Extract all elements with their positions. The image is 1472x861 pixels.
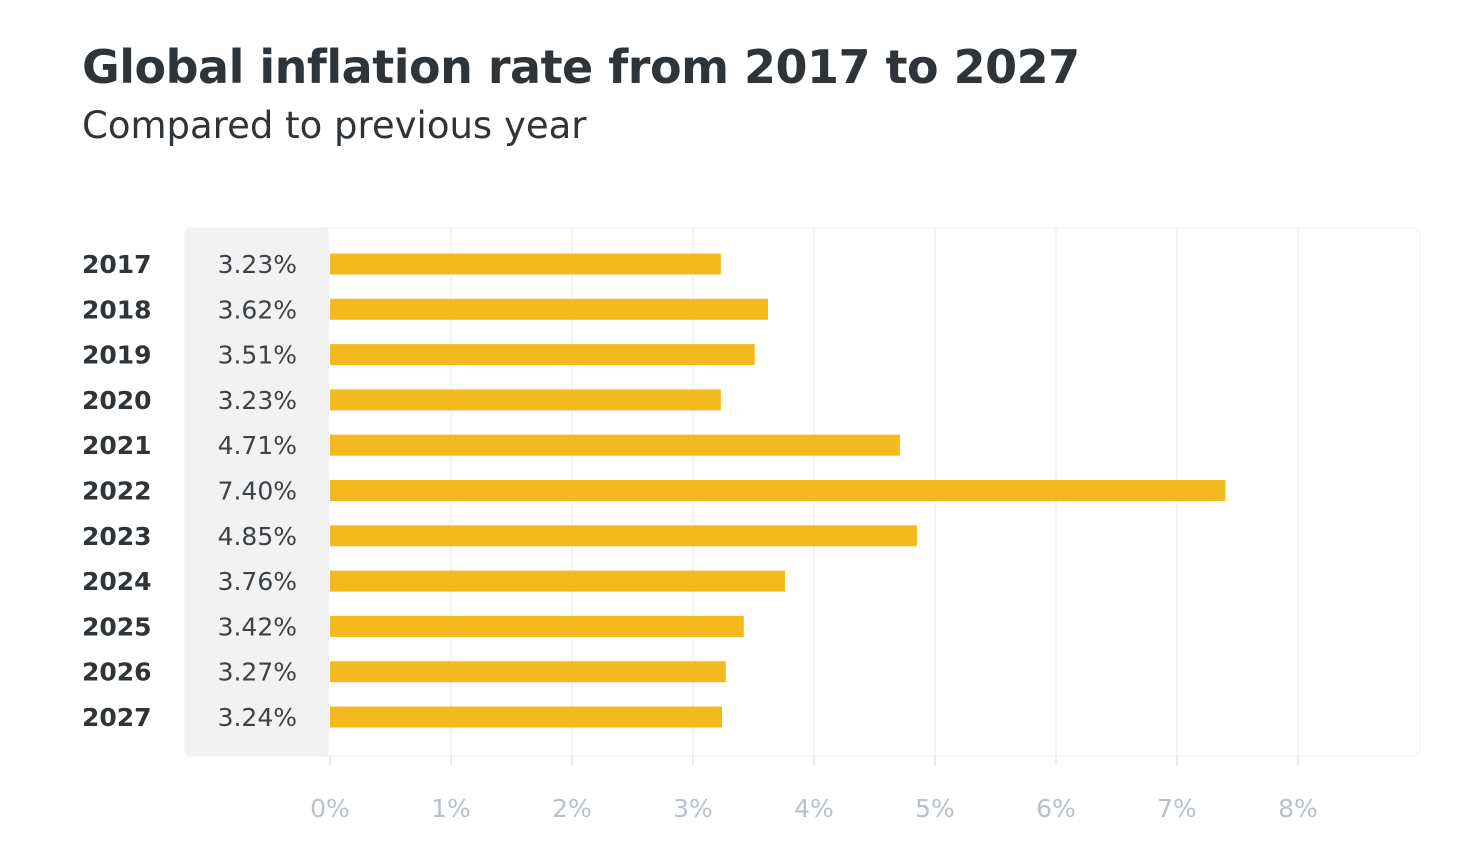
bar <box>330 570 785 592</box>
x-tick-label: 6% <box>1036 794 1076 823</box>
bar <box>330 389 721 411</box>
year-label: 2019 <box>82 341 152 370</box>
value-label: 7.40% <box>218 477 297 506</box>
bar <box>330 253 721 275</box>
bar <box>330 615 744 637</box>
year-label: 2023 <box>82 522 152 551</box>
year-label: 2020 <box>82 386 152 415</box>
year-label: 2026 <box>82 658 152 687</box>
value-label: 3.51% <box>218 341 297 370</box>
x-tick-label: 1% <box>431 794 471 823</box>
bar <box>330 525 917 547</box>
bar <box>330 298 769 320</box>
chart-subtitle: Compared to previous year <box>82 104 587 147</box>
bar <box>330 480 1226 501</box>
bar <box>330 434 900 456</box>
year-label: 2025 <box>82 612 152 641</box>
x-tick-label: 5% <box>915 794 955 823</box>
value-column-background <box>185 228 329 756</box>
x-tick-label: 7% <box>1157 794 1197 823</box>
x-tick-label: 3% <box>673 794 713 823</box>
bar <box>330 661 726 683</box>
year-label: 2021 <box>82 431 152 460</box>
bar <box>330 344 755 366</box>
x-tick-label: 2% <box>552 794 592 823</box>
year-label: 2027 <box>82 703 152 732</box>
value-label: 3.24% <box>218 703 297 732</box>
value-label: 4.71% <box>218 431 297 460</box>
bar <box>330 706 723 728</box>
value-label: 3.27% <box>218 658 297 687</box>
value-label: 3.62% <box>218 295 297 324</box>
value-label: 4.85% <box>218 522 297 551</box>
value-label: 3.76% <box>218 567 297 596</box>
year-label: 2017 <box>82 250 152 279</box>
x-tick-label: 8% <box>1278 794 1318 823</box>
year-label: 2024 <box>82 567 152 596</box>
value-label: 3.23% <box>218 250 297 279</box>
value-label: 3.42% <box>218 612 297 641</box>
year-label: 2018 <box>82 295 152 324</box>
chart-title: Global inflation rate from 2017 to 2027 <box>82 40 1080 94</box>
year-label: 2022 <box>82 477 152 506</box>
x-tick-label: 4% <box>794 794 834 823</box>
value-label: 3.23% <box>218 386 297 415</box>
x-tick-label: 0% <box>310 794 350 823</box>
